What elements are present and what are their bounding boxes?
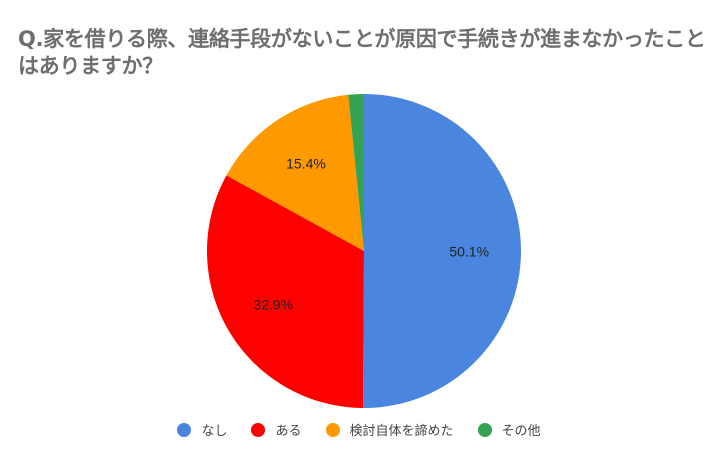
legend-item-gave-up[interactable]: 検討自体を諦めた (325, 420, 454, 439)
legend-label: その他 (501, 424, 541, 439)
slice-none[interactable] (363, 94, 522, 408)
legend-item-none[interactable]: なし (177, 420, 227, 439)
legend-dot-icon (477, 422, 492, 437)
legend-dot-icon (177, 422, 192, 437)
legend-item-yes[interactable]: ある (251, 420, 302, 439)
legend: なし ある 検討自体を諦めた その他 (0, 420, 718, 439)
legend-label: なし (201, 424, 228, 439)
chart-title: Q.家を借りる際、連絡手段がないことが原因で手続きが進まなかったことはありますか… (18, 27, 706, 78)
slice-value-label: 15.4% (286, 155, 326, 171)
legend-label: 検討自体を諦めた (349, 424, 454, 439)
slice-value-label: 50.1% (449, 243, 489, 259)
slice-yes[interactable] (207, 175, 364, 408)
slice-other[interactable] (348, 94, 364, 251)
legend-label: ある (275, 424, 302, 439)
legend-dot-icon (251, 422, 266, 437)
slice-value-label: 32.9% (253, 296, 293, 312)
slice-gave-up[interactable] (226, 94, 364, 251)
legend-dot-icon (325, 422, 340, 437)
legend-item-other[interactable]: その他 (477, 420, 541, 439)
